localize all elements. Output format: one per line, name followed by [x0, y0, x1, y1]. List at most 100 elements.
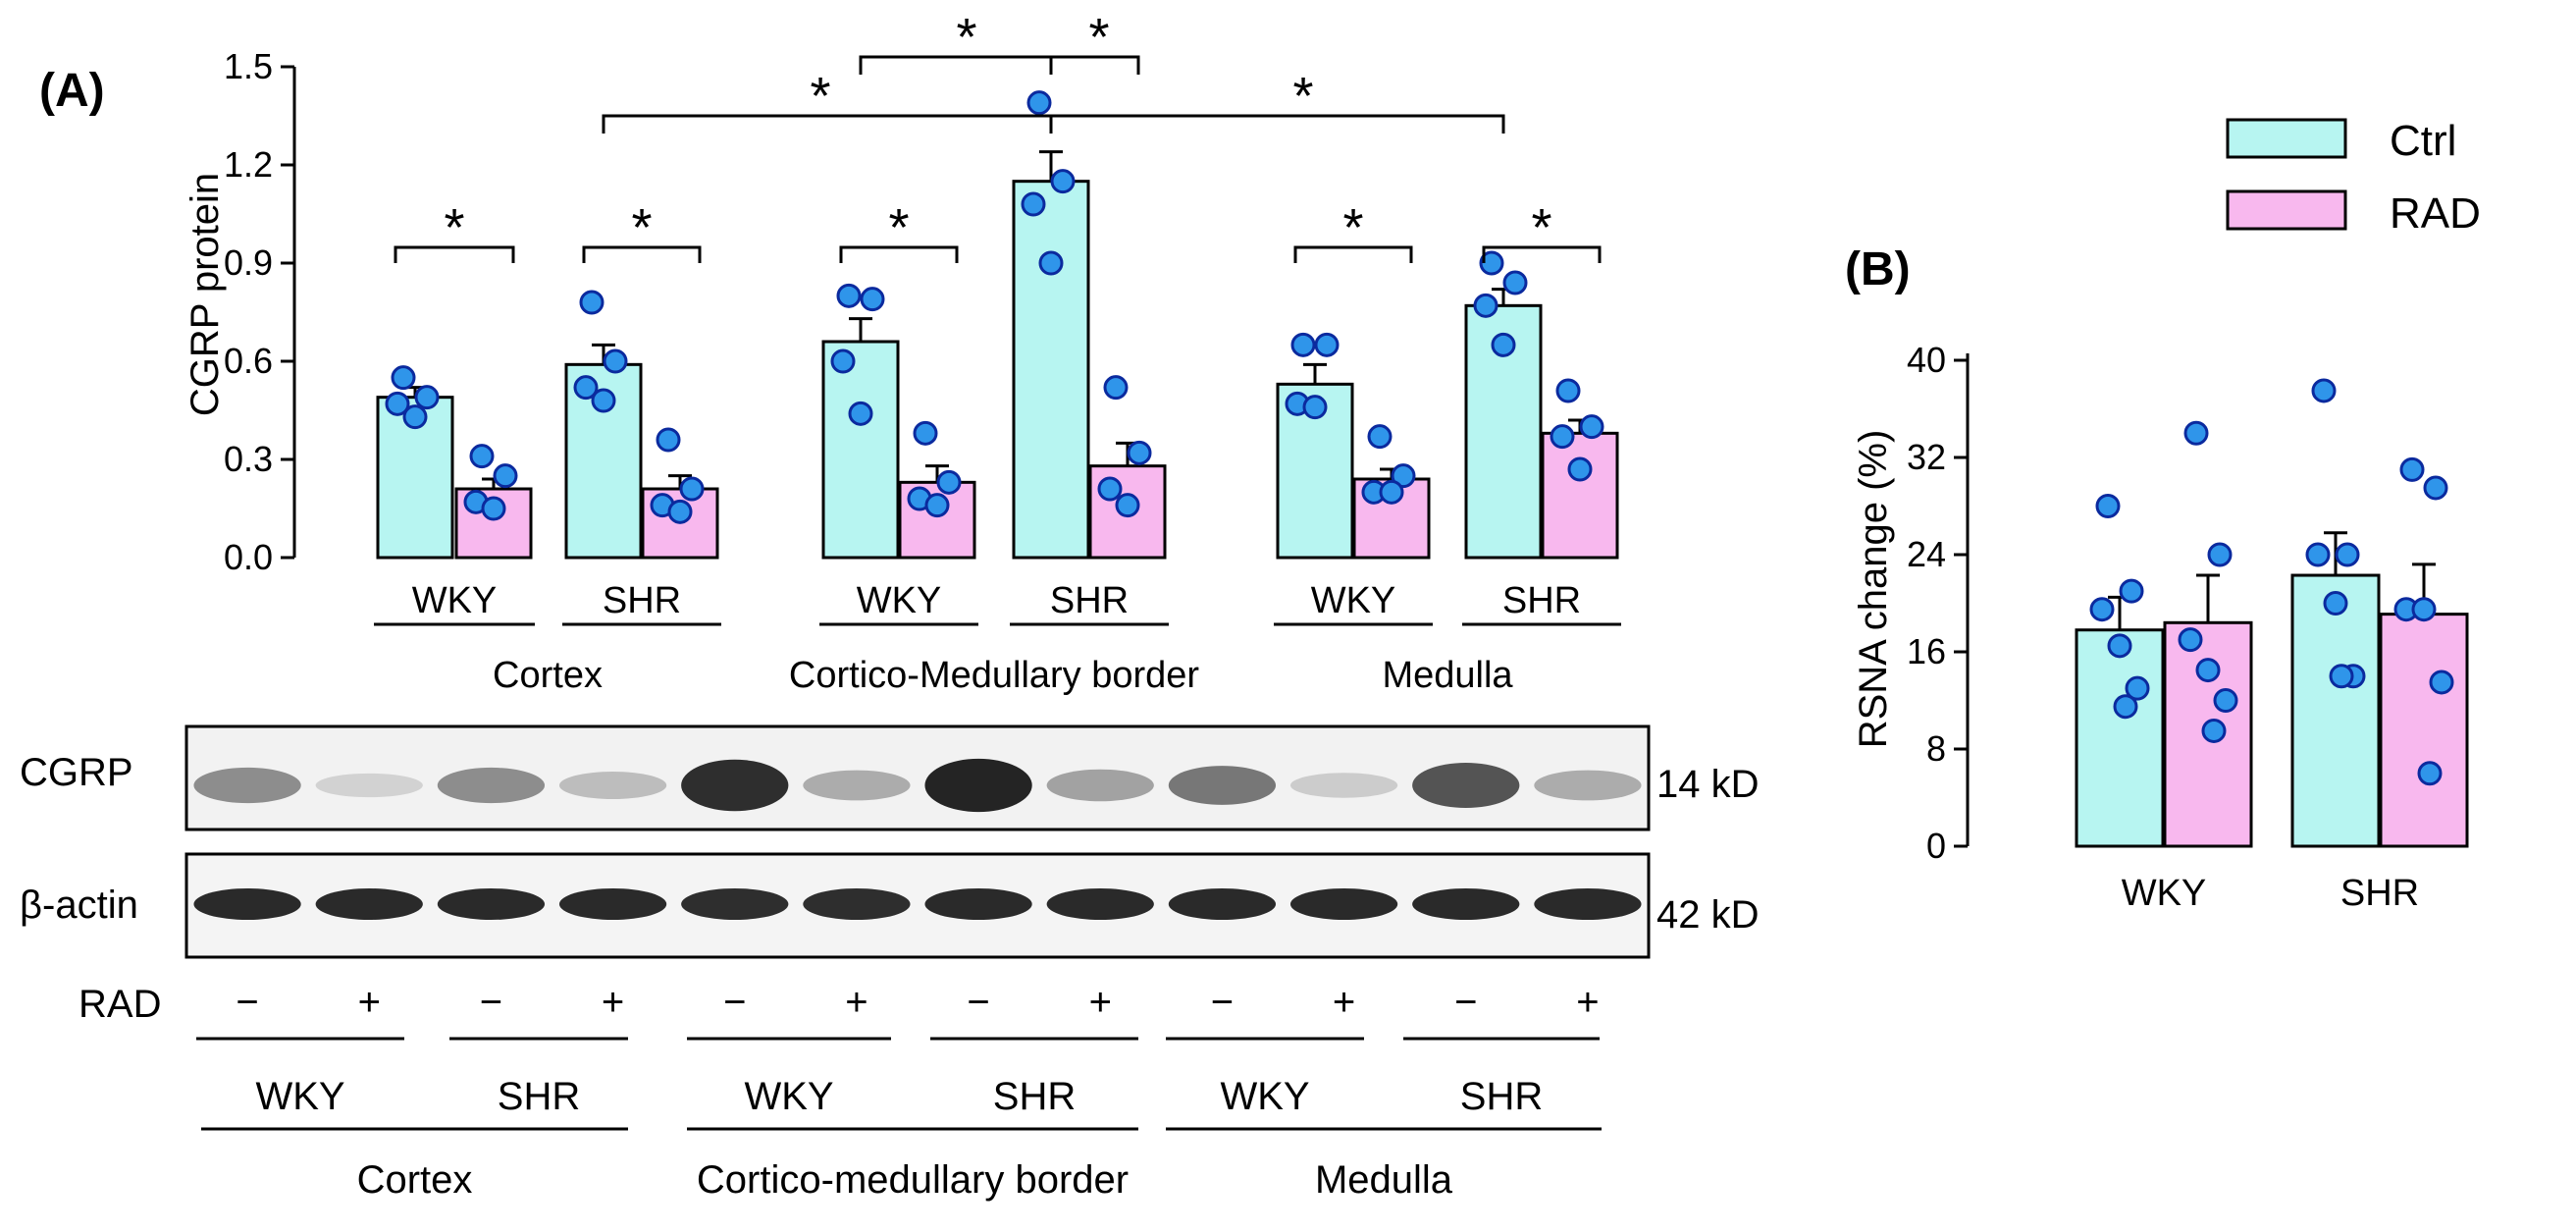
- panel-a-rad-point: [1567, 456, 1593, 482]
- panel-b-ctrl-point: [2089, 597, 2115, 622]
- legend-label-ctrl: Ctrl: [2390, 117, 2456, 165]
- panel-a-rad-point: [1550, 424, 1575, 450]
- blot-band: [1046, 769, 1154, 802]
- blot-strain-label: SHR: [498, 1075, 580, 1118]
- blot-rad-sign: +: [845, 981, 867, 1024]
- panel-a-ctrl-bar: [821, 340, 900, 560]
- blot-strain-label: WKY: [255, 1075, 344, 1118]
- panel-a-y-tick-label: 0.9: [224, 242, 273, 283]
- panel-b-y-axis: 0 8 16 24 32 40: [1907, 340, 1970, 866]
- blot-rad-sign: −: [723, 981, 746, 1024]
- panel-a-label: (A): [39, 65, 105, 117]
- blot-band: [315, 888, 423, 920]
- blot-strain-label: SHR: [1460, 1075, 1543, 1118]
- panel-a-strain-label: WKY: [412, 580, 498, 621]
- panel-a-rad-point: [1391, 463, 1416, 489]
- panel-b-y-tick-label: 0: [1926, 826, 1946, 866]
- panel-a-ctrl-point: [402, 404, 428, 430]
- panel-a-ctrl-point: [591, 388, 616, 413]
- panel-b-ctrl-point: [2335, 542, 2360, 567]
- panel-b-ctrl-point: [2329, 664, 2354, 689]
- panel-b-rad-bar: [2379, 613, 2469, 848]
- blot-band: [681, 888, 789, 920]
- panel-a-rad-point: [1555, 378, 1581, 403]
- blot-strain-label: WKY: [1220, 1075, 1309, 1118]
- panel-a-ctrl-point: [1026, 90, 1052, 116]
- blot-size-label-actin: 42 kD: [1656, 893, 1760, 937]
- panel-b-rad-point: [2399, 456, 2425, 482]
- panel-a-rad-point: [1115, 493, 1140, 518]
- panel-a-ctrl-bar: [1012, 180, 1090, 560]
- blot-region-label: Cortico-medullary border: [697, 1158, 1129, 1202]
- panel-b-rad-point: [2423, 475, 2448, 501]
- panel-a-significance-star: *: [631, 198, 652, 257]
- blot-row-label-cgrp: CGRP: [20, 751, 133, 794]
- panel-a-cross-significance-star: *: [956, 8, 976, 67]
- blot-band: [315, 773, 423, 798]
- panel-b-rad-point: [2429, 670, 2454, 695]
- panel-b-rad-point: [2417, 761, 2443, 786]
- panel-b-group-label: SHR: [2340, 873, 2419, 914]
- blot-band: [803, 770, 911, 801]
- panel-a-ctrl-point: [848, 401, 873, 426]
- panel-a-strain-label: SHR: [603, 580, 681, 621]
- panel-a-significance-bracket: [582, 245, 702, 263]
- panel-a-rad-point: [493, 463, 518, 489]
- panel-a-strain-label: SHR: [1050, 580, 1129, 621]
- panel-b-ctrl-point: [2113, 694, 2138, 720]
- panel-a-ctrl-point: [385, 391, 410, 416]
- blot-region-label: Cortex: [357, 1158, 473, 1202]
- blot-band: [924, 758, 1032, 813]
- panel-a-significance-star: *: [1342, 198, 1363, 257]
- panel-a-y-tick-label: 1.2: [224, 144, 273, 185]
- panel-a-y-tick-label: 0.3: [224, 439, 273, 479]
- blot-region-label: Medulla: [1315, 1158, 1453, 1202]
- panel-a-cross-significance-bracket: [1049, 55, 1140, 75]
- panel-a-ctrl-point: [830, 348, 856, 374]
- panel-a-strain-label: SHR: [1502, 580, 1581, 621]
- panel-a-ctrl-point: [1314, 332, 1340, 357]
- legend: Ctrl RAD: [2226, 117, 2481, 238]
- blot-rad-label: RAD: [79, 983, 161, 1026]
- blot-panel-cgrp: [184, 724, 1651, 831]
- panel-a-region-label: Cortico-Medullary border: [789, 655, 1199, 696]
- blot-size-label-cgrp: 14 kD: [1656, 763, 1760, 806]
- panel-b-rad-point: [2213, 688, 2238, 713]
- panel-a-significance-bracket: [394, 245, 515, 263]
- panel-a-ctrl-point: [579, 290, 605, 315]
- panel-a-rad-bar: [1541, 431, 1619, 560]
- panel-a-rad-point: [679, 476, 705, 502]
- blot-rad-sign: +: [1576, 981, 1599, 1024]
- blot-band: [1412, 888, 1520, 920]
- panel-a-ctrl-point: [1050, 169, 1076, 194]
- panel-a-cross-significance-star: *: [810, 67, 830, 126]
- panel-a-y-axis-title: CGRP protein: [184, 173, 227, 416]
- panel-a-y-tick-label: 0.0: [224, 537, 273, 577]
- panel-b-y-tick-label: 32: [1907, 437, 1946, 477]
- panel-a-rad-point: [481, 496, 506, 521]
- panel-a-ctrl-point: [1473, 293, 1498, 318]
- panel-b-ctrl-bar: [2075, 628, 2165, 848]
- panel-a-significance-bracket: [839, 245, 959, 263]
- panel-a-region-label: Medulla: [1382, 655, 1513, 696]
- blot-band: [1289, 773, 1398, 798]
- blot-band: [193, 767, 301, 804]
- panel-a-y-axis: 0.0 0.3 0.6 0.9 1.2 1.5: [224, 46, 296, 577]
- panel-a-rad-point: [469, 444, 495, 469]
- panel-a-ctrl-point: [391, 365, 416, 391]
- blot-band: [681, 759, 789, 812]
- blot-band: [1289, 888, 1398, 920]
- blot-band: [1534, 770, 1642, 801]
- blot-band: [558, 772, 667, 799]
- blot-lane-labels: − + − + − + − + − + − + WKY SHR WKY SHR WKY SHR Cortex Cort…: [196, 981, 1602, 1202]
- panel-a-y-tick-label: 1.5: [224, 46, 273, 86]
- blot-band: [924, 888, 1032, 920]
- panel-a-ctrl-point: [414, 385, 440, 410]
- blot-band: [1412, 763, 1520, 808]
- panel-a-significance-star: *: [888, 198, 909, 257]
- panel-a-rad-point: [1097, 476, 1123, 502]
- blot-rad-sign: +: [1089, 981, 1112, 1024]
- panel-a-ctrl-point: [603, 348, 628, 374]
